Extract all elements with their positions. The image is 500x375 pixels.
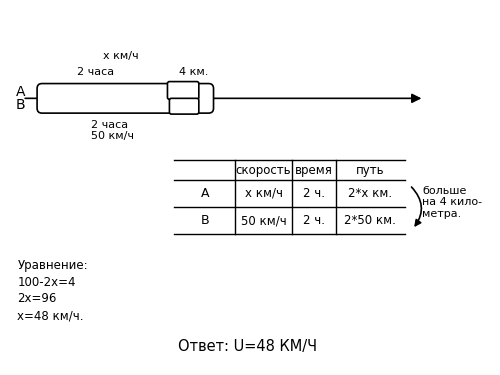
Text: 4 км.: 4 км. <box>179 67 208 76</box>
Text: 2*х км.: 2*х км. <box>348 187 393 200</box>
Text: А: А <box>200 187 209 200</box>
Text: 2 ч.: 2 ч. <box>303 214 325 227</box>
Text: 2 часа: 2 часа <box>91 120 128 130</box>
Text: Уравнение:: Уравнение: <box>18 259 88 272</box>
Text: время: время <box>295 164 333 177</box>
Text: 2*50 км.: 2*50 км. <box>344 214 397 227</box>
Text: 100-2х=4: 100-2х=4 <box>18 276 76 289</box>
Text: В: В <box>200 214 209 227</box>
Text: 2х=96: 2х=96 <box>18 292 57 305</box>
FancyBboxPatch shape <box>170 98 199 114</box>
Text: путь: путь <box>356 164 384 177</box>
Text: В: В <box>16 98 26 112</box>
Text: х км/ч: х км/ч <box>244 187 282 200</box>
Text: А: А <box>16 86 26 99</box>
Text: х=48 км/ч.: х=48 км/ч. <box>18 309 84 322</box>
Text: х км/ч: х км/ч <box>102 51 138 61</box>
Text: 2 ч.: 2 ч. <box>303 187 325 200</box>
Text: 50 км/ч: 50 км/ч <box>91 131 134 141</box>
Text: скорость: скорость <box>236 164 292 177</box>
Text: больше
на 4 кило-
метра.: больше на 4 кило- метра. <box>422 186 482 219</box>
Text: Ответ: U=48 КМ/Ч: Ответ: U=48 КМ/Ч <box>178 339 318 354</box>
FancyBboxPatch shape <box>37 84 214 113</box>
Text: 2 часа: 2 часа <box>78 67 114 76</box>
FancyBboxPatch shape <box>168 82 199 99</box>
Text: 50 км/ч: 50 км/ч <box>240 214 286 227</box>
